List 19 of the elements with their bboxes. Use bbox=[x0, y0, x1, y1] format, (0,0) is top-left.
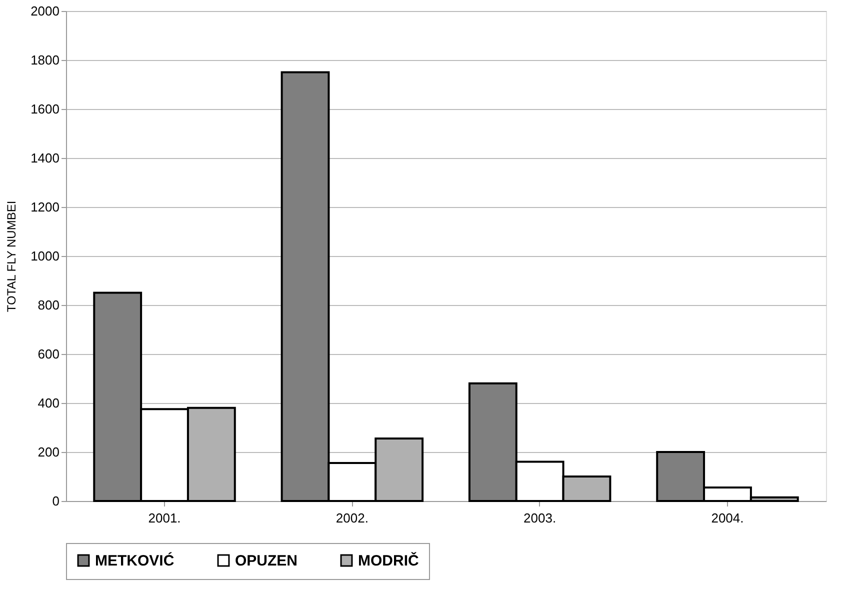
y-tick-label: 1800 bbox=[30, 52, 60, 68]
y-tick-label: 400 bbox=[38, 396, 60, 410]
y-tick-label: 600 bbox=[38, 346, 60, 362]
x-tick-label: 2001. bbox=[148, 510, 181, 526]
y-tick-label: 1000 bbox=[30, 248, 60, 264]
y-tick-label: 0 bbox=[52, 494, 60, 508]
x-tick-label: 2004. bbox=[711, 510, 744, 526]
y-tick-label: 2000 bbox=[30, 4, 60, 18]
y-tick-label: 1600 bbox=[30, 102, 60, 116]
y-tick-label: 800 bbox=[38, 298, 60, 312]
x-tick-label: 2003. bbox=[524, 510, 556, 526]
y-tick-label: 1200 bbox=[30, 200, 60, 214]
y-tick-label: 1400 bbox=[30, 150, 60, 166]
x-tick-label: 2002. bbox=[336, 510, 368, 526]
legend-label: METKOVIĆ bbox=[95, 552, 174, 570]
y-axis-title: TOTAL FLY NUMBEI bbox=[4, 200, 19, 312]
legend-label: MODRIČ bbox=[358, 552, 419, 570]
y-tick-label: 200 bbox=[38, 444, 60, 460]
legend-label: OPUZEN bbox=[235, 552, 298, 570]
